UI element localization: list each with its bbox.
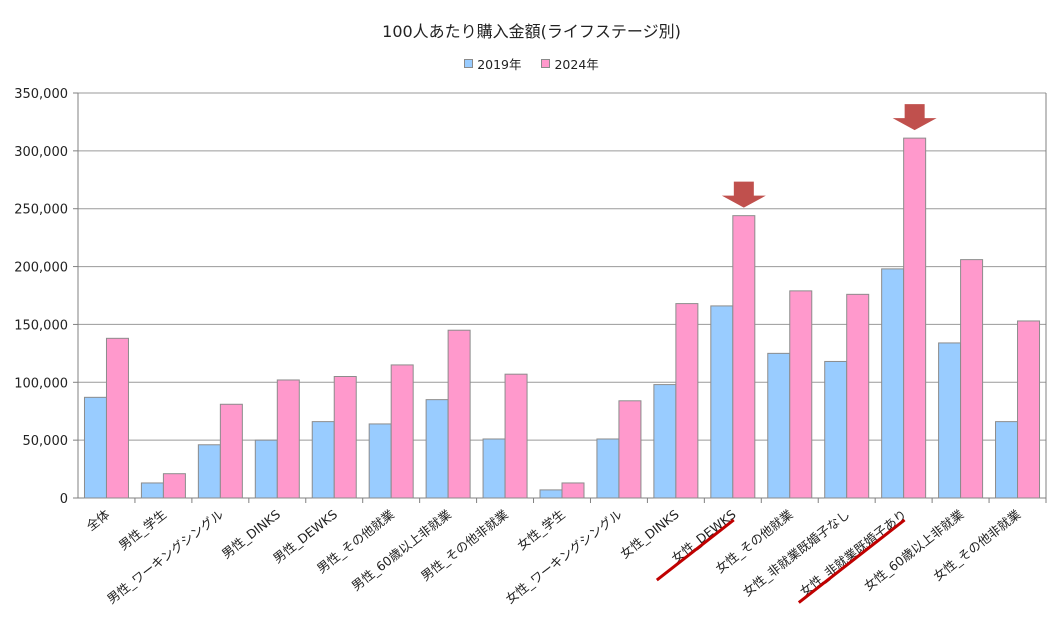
highlight-arrow-icon [721, 181, 766, 208]
x-tick-label: 女性_非就業既婚子あり [797, 507, 910, 600]
bar-2024 [333, 376, 357, 499]
bar-2024 [105, 337, 129, 499]
legend-item-2024: 2024年 [541, 54, 599, 73]
x-tick-label: 女性_60歳以上非就業 [861, 506, 967, 593]
legend-swatch-2024 [541, 59, 551, 68]
x-tick-label: 男性_学生 [116, 507, 170, 553]
y-tick-label: 200,000 [14, 261, 68, 276]
bar-2019 [767, 352, 791, 499]
bar-2024 [504, 373, 528, 499]
bar-2019 [710, 305, 734, 499]
bar-2024 [219, 403, 243, 499]
bar-2019 [140, 482, 164, 499]
x-tick-label: 女性_学生 [514, 507, 568, 553]
y-tick-label: 250,000 [14, 203, 68, 218]
legend-label-2019: 2019年 [477, 57, 522, 72]
legend-label-2024: 2024年 [554, 57, 599, 72]
y-tick-label: 100,000 [14, 376, 68, 391]
y-tick-label: 0 [60, 492, 68, 507]
legend: 2019年 2024年 [0, 54, 1063, 73]
bar-2019 [938, 342, 962, 499]
bar-2024 [732, 215, 756, 499]
bar-2024 [960, 259, 984, 499]
bar-2019 [425, 399, 449, 499]
highlight-underline [797, 518, 906, 604]
legend-item-2019: 2019年 [464, 54, 522, 73]
x-tick-label: 男性_60歳以上非就業 [348, 506, 454, 593]
bar-2019 [995, 421, 1019, 499]
legend-swatch-2019 [464, 59, 474, 68]
bar-2019 [824, 360, 848, 499]
bar-2024 [618, 400, 642, 499]
bar-2024 [276, 379, 300, 499]
y-tick-label: 150,000 [14, 318, 68, 333]
bar-2024 [561, 482, 585, 499]
bar-2019 [596, 438, 620, 499]
bar-2019 [482, 438, 506, 499]
bar-2024 [846, 293, 870, 499]
bar-2024 [162, 473, 186, 499]
bar-2019 [254, 439, 278, 499]
x-tick-label: 全体 [83, 506, 112, 534]
bar-2024 [1017, 320, 1041, 499]
bar-2019 [83, 396, 107, 499]
y-tick-label: 300,000 [14, 145, 68, 160]
bar-2024 [390, 364, 414, 499]
chart-title: 100人あたり購入金額(ライフステージ別) [382, 22, 681, 41]
bar-2019 [197, 444, 221, 499]
bar-2024 [789, 290, 813, 499]
y-tick-label: 350,000 [14, 87, 68, 102]
bar-2019 [539, 489, 563, 499]
y-tick-label: 50,000 [23, 434, 69, 449]
highlight-underline [655, 518, 735, 582]
bar-2019 [311, 421, 335, 499]
x-tick-label: 女性_非就業既婚子なし [740, 507, 853, 600]
bar-2024 [903, 137, 927, 499]
bar-2019 [653, 384, 677, 499]
highlight-arrow-icon [892, 104, 937, 131]
bar-2019 [368, 423, 392, 499]
bar-2024 [675, 303, 699, 499]
bar-2019 [881, 268, 905, 499]
bar-2024 [447, 329, 471, 499]
